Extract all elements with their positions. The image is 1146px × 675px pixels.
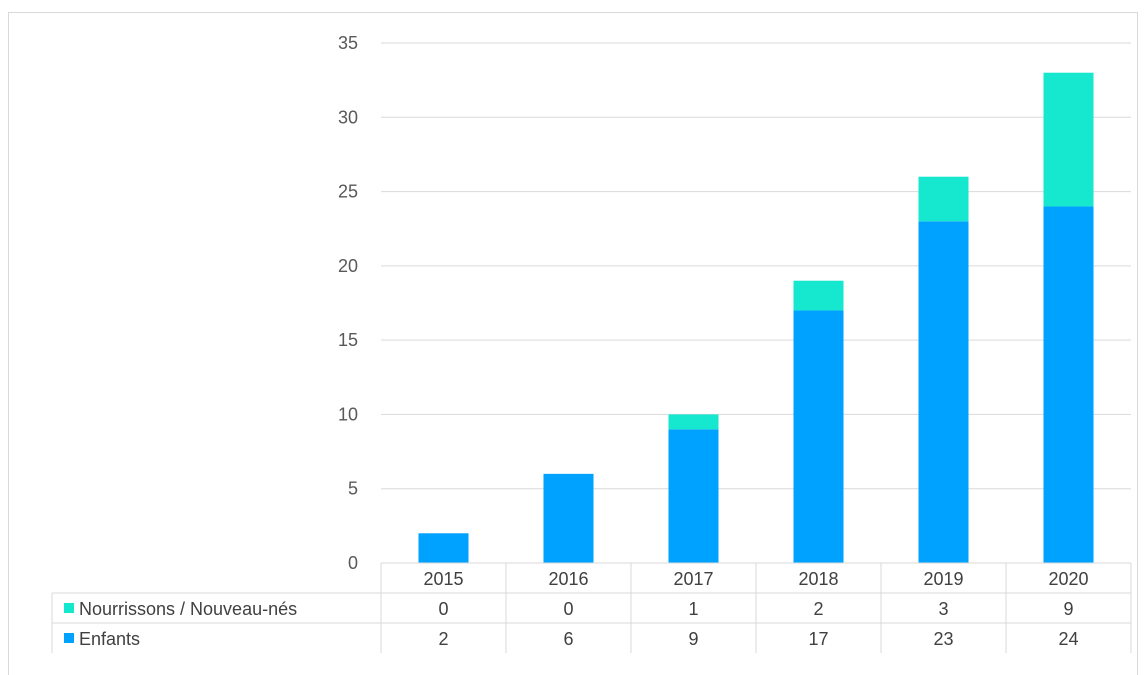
x-tick-label: 2019 (923, 569, 963, 589)
bar-segment (793, 280, 844, 311)
x-tick-label: 2020 (1048, 569, 1088, 589)
legend-swatch (64, 603, 74, 613)
data-table-value: 1 (688, 599, 698, 619)
bar-segment (918, 176, 969, 222)
y-tick-label: 25 (338, 182, 358, 202)
data-table-value: 24 (1058, 629, 1078, 649)
x-tick-label: 2017 (673, 569, 713, 589)
data-table-value: 2 (438, 629, 448, 649)
data-table-value: 3 (938, 599, 948, 619)
bar-segment (543, 473, 594, 563)
bar-segment (1043, 72, 1094, 207)
data-table-value: 2 (813, 599, 823, 619)
y-tick-label: 20 (338, 256, 358, 276)
bar-segment (418, 533, 469, 563)
legend-label: Enfants (79, 629, 140, 649)
data-table-value: 23 (933, 629, 953, 649)
y-tick-label: 15 (338, 330, 358, 350)
data-table-value: 6 (563, 629, 573, 649)
bar-segment (793, 310, 844, 563)
x-tick-label: 2018 (798, 569, 838, 589)
bar-segment (668, 414, 719, 430)
legend-swatch (64, 633, 74, 643)
data-table-value: 0 (563, 599, 573, 619)
data-table-value: 9 (688, 629, 698, 649)
y-tick-label: 10 (338, 404, 358, 424)
y-tick-label: 35 (338, 33, 358, 53)
legend-label: Nourrissons / Nouveau-nés (79, 599, 297, 619)
x-tick-label: 2016 (548, 569, 588, 589)
bar-segment (668, 429, 719, 563)
bar-segment (1043, 206, 1094, 563)
bar-segment (918, 221, 969, 564)
y-tick-label: 30 (338, 107, 358, 127)
data-table-value: 17 (808, 629, 828, 649)
x-tick-label: 2015 (423, 569, 463, 589)
data-table-value: 9 (1063, 599, 1073, 619)
data-table-value: 0 (438, 599, 448, 619)
y-tick-label: 0 (348, 553, 358, 573)
y-tick-label: 5 (348, 479, 358, 499)
